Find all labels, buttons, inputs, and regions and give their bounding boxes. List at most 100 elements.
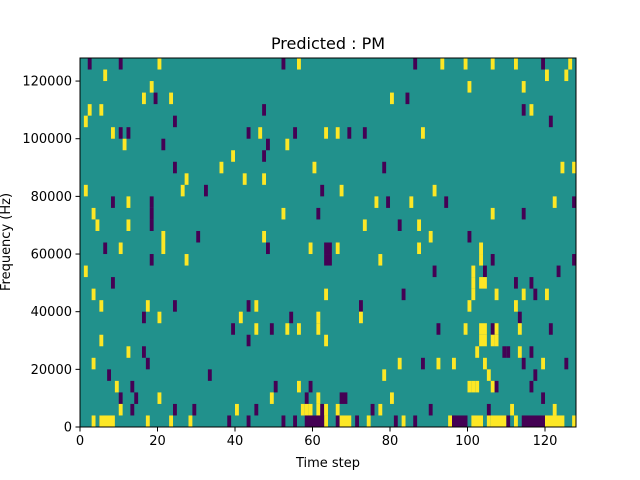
heatmap-cell [397, 357, 402, 370]
y-tick-label: 60000 [31, 248, 72, 263]
heatmap-cell [444, 196, 449, 208]
heatmap-cell [436, 357, 441, 370]
heatmap-cell [382, 369, 387, 381]
heatmap-cell [529, 277, 534, 289]
heatmap-cell [467, 81, 472, 93]
heatmap-cell [161, 138, 166, 151]
heatmap-cell [471, 380, 476, 393]
heatmap-cell [273, 380, 278, 393]
x-tick-label: 60 [304, 434, 321, 449]
heatmap-cell [118, 58, 123, 70]
heatmap-cell [335, 403, 340, 416]
heatmap-cell [188, 415, 193, 427]
heatmap-cell-run [471, 415, 484, 427]
heatmap-cell [258, 127, 263, 139]
heatmap-cell [490, 207, 495, 220]
heatmap-cell [521, 104, 526, 116]
heatmap-cell [421, 357, 425, 370]
heatmap-cell [320, 403, 325, 416]
heatmap-cell [359, 300, 363, 312]
y-axis: 0 20000 40000 60000 80000 100000 120000 [22, 75, 80, 436]
heatmap-cell [552, 196, 557, 208]
heatmap-cell [479, 323, 484, 335]
heatmap-cell [564, 357, 569, 370]
chart-title: Predicted : PM [271, 34, 385, 53]
heatmap-cell [285, 138, 290, 151]
heatmap-cell [545, 69, 549, 82]
heatmap-cell [494, 334, 499, 347]
plot-frame [79, 57, 577, 428]
heatmap-cell [324, 242, 329, 255]
y-tick-label: 40000 [31, 305, 72, 320]
heatmap-cell [533, 288, 538, 301]
heatmap-cell [157, 311, 162, 324]
heatmap-cell [483, 357, 487, 370]
heatmap-cell [308, 380, 313, 393]
heatmap-cell [471, 288, 476, 301]
heatmap-cell [572, 415, 577, 427]
heatmap-cell [432, 265, 437, 278]
heatmap-cell [548, 323, 553, 335]
heatmap-cell [173, 115, 177, 128]
heatmap-cell [347, 127, 352, 139]
heatmap-cell [494, 380, 499, 393]
heatmap-cell [514, 277, 518, 289]
heatmap-cell [91, 357, 96, 370]
heatmap-cell-run [339, 415, 352, 427]
heatmap-cell [246, 300, 251, 312]
heatmap-cell [204, 184, 208, 197]
heatmap-cell [266, 242, 270, 255]
heatmap-cell [510, 403, 515, 416]
heatmap-cell [149, 81, 154, 93]
heatmap-cell [262, 150, 267, 162]
heatmap-cell [300, 403, 305, 416]
heatmap-cell [529, 380, 534, 393]
heatmap-cell [324, 254, 329, 266]
heatmap-cell [452, 357, 456, 370]
x-tick-label: 80 [382, 434, 399, 449]
heatmap-cell [529, 346, 534, 358]
heatmap-cell [173, 300, 177, 312]
heatmap-cell [490, 334, 495, 347]
heatmap-cell [417, 242, 422, 255]
heatmap-cell [142, 311, 146, 324]
x-axis-label: Time step [295, 456, 360, 471]
heatmap-cell [103, 69, 108, 82]
heatmap-cell [370, 403, 375, 416]
heatmap-cell [126, 127, 131, 139]
heatmap-cell [118, 392, 123, 404]
heatmap-cell [99, 334, 104, 347]
heatmap-cells [83, 58, 577, 427]
heatmap-cell [235, 403, 239, 416]
heatmap-cell [483, 334, 487, 347]
heatmap-cell [475, 380, 480, 393]
heatmap-cell [324, 415, 329, 427]
heatmap-cell [401, 415, 406, 427]
heatmap-cell-run [545, 415, 565, 427]
heatmap-cell [304, 403, 309, 416]
x-tick-label: 40 [227, 434, 244, 449]
heatmap-cell [541, 58, 546, 70]
heatmap-cell [335, 242, 340, 255]
heatmap-cell [293, 415, 298, 427]
heatmap-cell [262, 104, 267, 116]
heatmap-cell [494, 288, 499, 301]
heatmap-cell [91, 288, 96, 301]
heatmap-cell [246, 127, 251, 139]
y-tick-label: 20000 [31, 363, 72, 378]
heatmap-cell [161, 230, 166, 243]
heatmap-cell [374, 196, 379, 208]
heatmap-cell [126, 196, 131, 208]
heatmap-cell [266, 138, 270, 151]
heatmap-cell [320, 184, 325, 197]
heatmap-cell [196, 230, 201, 243]
heatmap-cell [107, 369, 112, 381]
heatmap-cell [393, 415, 398, 427]
heatmap-cell [87, 104, 92, 116]
heatmap-cell [103, 242, 108, 255]
heatmap-cell [355, 415, 360, 427]
heatmap-cell [149, 219, 154, 231]
heatmap-cell [413, 58, 418, 70]
heatmap-cell [316, 311, 321, 324]
